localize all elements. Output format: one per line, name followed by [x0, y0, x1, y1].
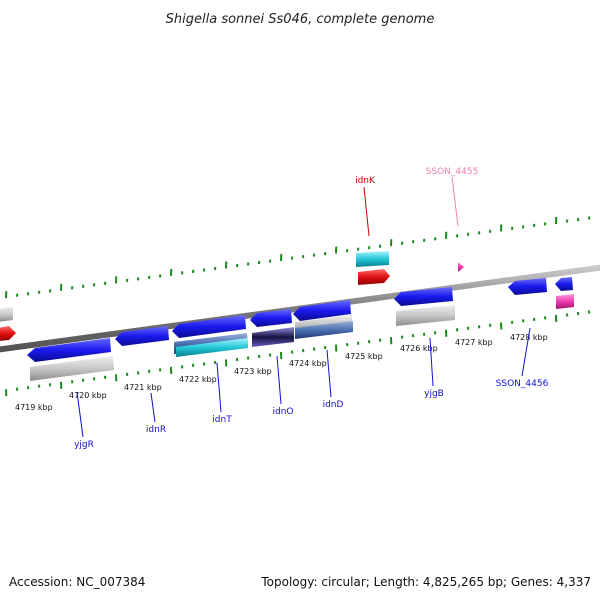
- idnD-gene-arrow[interactable]: [293, 300, 351, 321]
- map-title: Shigella sonnei Ss046, complete genome: [166, 12, 435, 27]
- idnD-rna-box-2[interactable]: [295, 321, 353, 339]
- rna-feature[interactable]: [0, 307, 13, 322]
- forward-gene-arrow[interactable]: [555, 277, 573, 291]
- gene-label-idnO[interactable]: idnO: [272, 407, 293, 417]
- idnR-gene-arrow[interactable]: [115, 326, 169, 346]
- tick-label: 4724 kbp: [289, 359, 327, 368]
- yjgR-rna-box[interactable]: [30, 356, 114, 381]
- gene-labels: yjgR idnR idnT idnO idnD yjgB SSON_4456 …: [74, 167, 548, 450]
- idnK-rna-box[interactable]: [356, 251, 389, 267]
- tick-label: 4726 kbp: [400, 344, 438, 353]
- accession-text: Accession: NC_007384: [9, 575, 145, 589]
- gene-label-idnK[interactable]: idnK: [355, 176, 376, 186]
- lower-tick-row: [5, 310, 591, 397]
- sson4455-gene-arrow[interactable]: [458, 262, 464, 272]
- idnO-gene-arrow[interactable]: [250, 309, 292, 327]
- tick-label: 4721 kbp: [124, 383, 162, 392]
- upper-tick-row: [5, 216, 591, 299]
- yjgB-gene-arrow[interactable]: [394, 287, 453, 306]
- tick-label: 4723 kbp: [234, 367, 272, 376]
- yjgB-rna-box[interactable]: [396, 305, 455, 326]
- idnK-gene-arrow[interactable]: [358, 269, 390, 285]
- gene-label-yjgR[interactable]: yjgR: [74, 440, 94, 450]
- sson4456-gene-arrow[interactable]: [508, 278, 547, 295]
- gene-label-sson4455[interactable]: SSON_4455: [426, 167, 479, 177]
- tick-label: 4719 kbp: [15, 403, 53, 412]
- tick-label: 4725 kbp: [345, 352, 383, 361]
- gene-leader-lines: [76, 176, 531, 438]
- forward-strand-features: [27, 277, 574, 381]
- gene-label-sson4456[interactable]: SSON_4456: [496, 379, 549, 389]
- idnO-rna-box[interactable]: [252, 327, 294, 347]
- tick-label: 4720 kbp: [69, 391, 107, 400]
- pseudo-gene-box[interactable]: [556, 294, 574, 309]
- idnT-rna-box-2[interactable]: [176, 338, 248, 357]
- gene-label-idnD[interactable]: idnD: [323, 400, 344, 410]
- tick-label: 4722 kbp: [179, 375, 217, 384]
- genome-summary-text: Topology: circular; Length: 4,825,265 bp…: [260, 575, 591, 589]
- reverse-gene-arrow[interactable]: [0, 326, 16, 341]
- yjgR-gene-arrow[interactable]: [27, 338, 111, 362]
- tick-label: 4727 kbp: [455, 338, 493, 347]
- gene-label-yjgB[interactable]: yjgB: [424, 389, 444, 399]
- gene-label-idnT[interactable]: idnT: [212, 415, 232, 425]
- reverse-strand-features: [0, 251, 464, 341]
- gene-label-idnR[interactable]: idnR: [146, 425, 166, 435]
- idnT-gene-arrow[interactable]: [172, 315, 246, 338]
